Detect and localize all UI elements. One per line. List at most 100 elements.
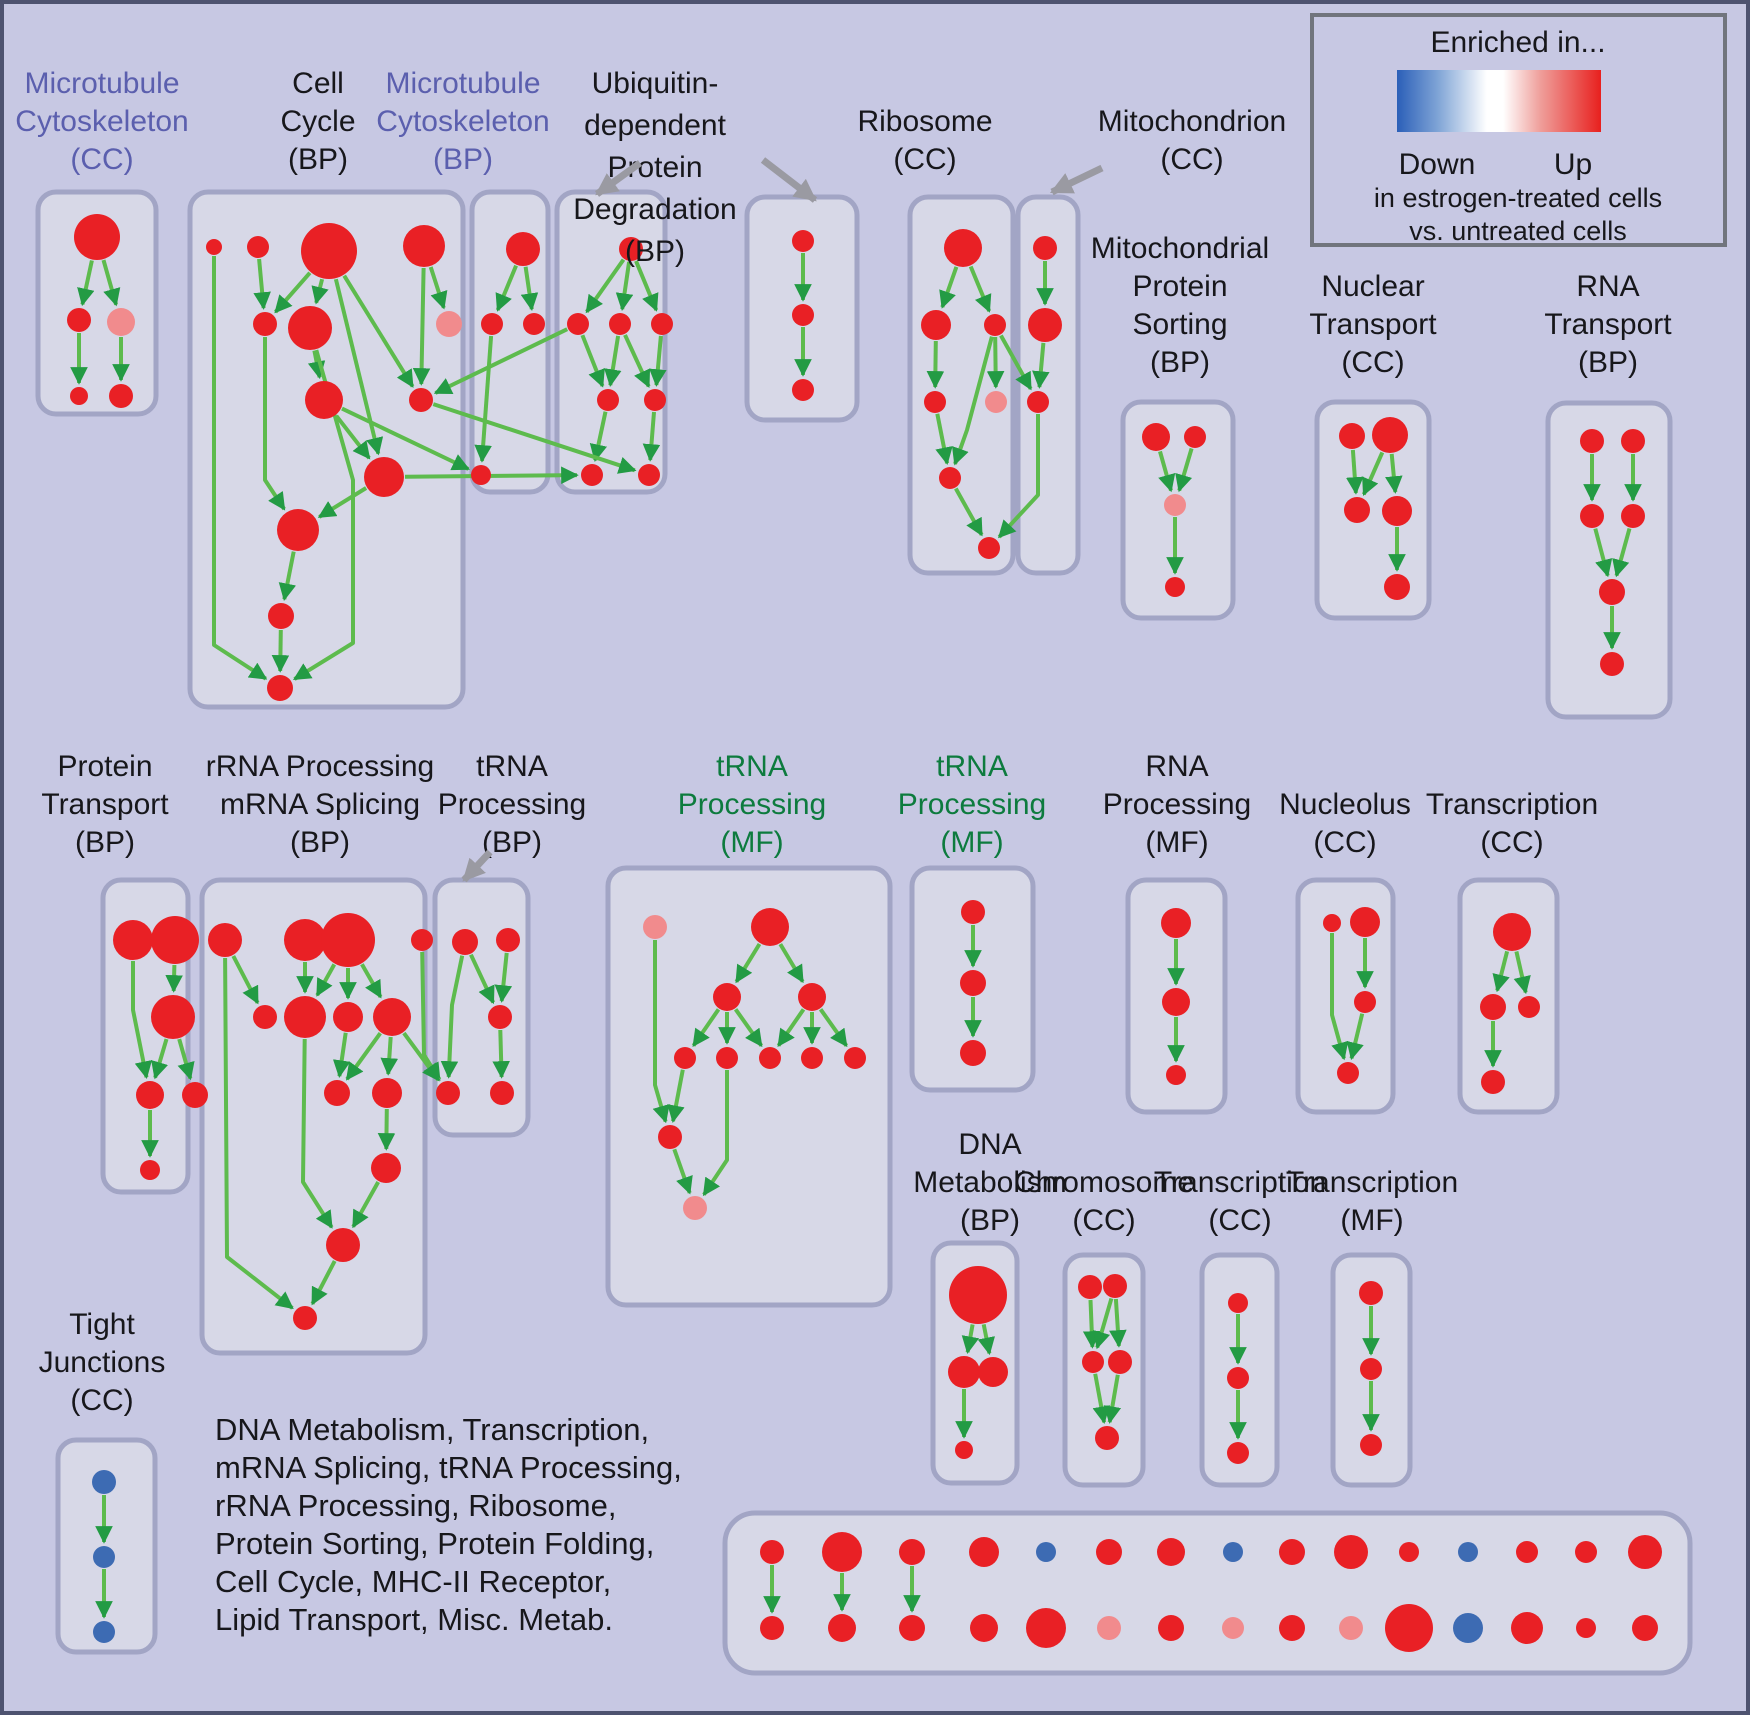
go-term-node: [1621, 429, 1645, 453]
go-term-node: [74, 214, 120, 260]
go-term-node: [939, 467, 961, 489]
enrichment-edge: [177, 1038, 195, 1081]
go-term-node: [206, 239, 222, 255]
ribosome-cc-label: (CC): [893, 143, 956, 176]
go-term-node: [1339, 1616, 1363, 1640]
go-term-node: [1157, 1538, 1185, 1566]
go-term-node: [1458, 1542, 1478, 1562]
enrichment-edge: [604, 335, 622, 387]
trna-mf-large-label: tRNA: [716, 750, 788, 783]
enrichment-edge: [1330, 933, 1349, 1061]
go-term-node: [1334, 1535, 1368, 1569]
go-term-node: [567, 313, 589, 335]
enrichment-edge: [1513, 951, 1531, 995]
go-term-node: [1028, 308, 1062, 342]
go-term-node: [452, 929, 478, 955]
protein-transport-label: (BP): [75, 826, 135, 859]
go-term-node: [1518, 996, 1540, 1018]
go-term-node: [140, 1160, 160, 1180]
rna-transport-label: Transport: [1544, 308, 1672, 341]
transcription-cc-low-label: Transcription: [1154, 1166, 1326, 1199]
go-term-node: [1354, 991, 1376, 1013]
go-term-node: [961, 900, 985, 924]
rna-processing-label: RNA: [1145, 750, 1208, 783]
enrichment-edge: [926, 340, 945, 389]
enrichment-edge: [702, 1070, 729, 1197]
go-term-node: [136, 1081, 164, 1109]
transcription-cc-low-label: (CC): [1208, 1204, 1271, 1237]
go-term-node: [1323, 914, 1341, 932]
go-term-node: [333, 1002, 363, 1032]
enrichment-edge: [494, 952, 513, 1003]
microtubule-cytoskeleton-bp-label: Microtubule: [385, 67, 540, 100]
enrichment-edge: [253, 258, 271, 310]
go-term-node: [801, 1047, 823, 1069]
enrichment-edge: [360, 963, 383, 999]
go-term-node: [658, 1125, 682, 1149]
go-term-node: [364, 457, 404, 497]
go-term-node: [792, 304, 814, 326]
go-term-node: [321, 913, 375, 967]
enrichment-edge: [778, 943, 805, 984]
go-term-node: [301, 223, 357, 279]
enrichment-edge: [1032, 342, 1050, 389]
microtubule-cytoskeleton-cc-label: Microtubule: [24, 67, 179, 100]
enrichment-edge: [939, 266, 959, 309]
enrichment-edge: [961, 1324, 980, 1355]
go-term-node: [1493, 913, 1531, 951]
nuclear-transport-label: Transport: [1309, 308, 1437, 341]
go-term-node: [1350, 907, 1380, 937]
go-term-node: [944, 229, 982, 267]
legend-down-label: Down: [1399, 148, 1476, 181]
go-term-node: [1165, 577, 1185, 597]
go-term-node: [984, 314, 1006, 336]
enrichment-edge: [977, 1324, 995, 1356]
go-term-node: [247, 236, 269, 258]
go-term-node: [1575, 1541, 1597, 1563]
go-term-node: [490, 1081, 514, 1105]
enrichment-edge: [1093, 1297, 1114, 1350]
rna-transport-label: RNA: [1576, 270, 1639, 303]
go-term-node: [822, 1532, 862, 1572]
dna-metabolism-label: DNA: [958, 1128, 1021, 1161]
go-term-node: [1158, 1615, 1184, 1641]
enrichment-edge: [131, 961, 153, 1080]
cluster-box-microtubule-cytoskeleton-cc: [35, 189, 159, 417]
go-term-node: [1453, 1613, 1483, 1643]
enrichment-edge: [589, 411, 608, 463]
go-term-node: [371, 1153, 401, 1183]
go-term-node: [411, 929, 433, 951]
cell-cycle-bp-label: Cycle: [280, 105, 355, 138]
go-term-node: [113, 920, 153, 960]
nuclear-transport-label: (CC): [1341, 346, 1404, 379]
enrichment-edge: [691, 1008, 721, 1048]
go-term-node: [955, 1441, 973, 1459]
enrichment-edge: [342, 274, 415, 388]
enrichment-edge: [968, 265, 992, 313]
tight-junctions-label: Junctions: [39, 1346, 166, 1379]
cluster-box-tight-junctions-cc: [55, 1437, 158, 1655]
enrichment-edge: [615, 261, 634, 311]
trna-mf-large-label: Processing: [678, 788, 826, 821]
go-term-node: [151, 995, 195, 1039]
go-term-node: [1164, 494, 1186, 516]
go-term-node: [1095, 1426, 1119, 1450]
go-term-node: [1360, 1434, 1382, 1456]
go-term-node: [1223, 1542, 1243, 1562]
go-term-node: [305, 381, 343, 419]
go-term-node: [924, 391, 946, 413]
enrichment-edge: [492, 1029, 510, 1079]
go-term-node: [760, 1540, 784, 1564]
go-term-node: [208, 923, 242, 957]
cell-cycle-bp-label: (BP): [288, 143, 348, 176]
go-term-node: [798, 983, 826, 1011]
ubiquitin-label: Degradation: [573, 193, 736, 226]
go-term-node: [67, 308, 91, 332]
go-term-node: [1628, 1535, 1662, 1569]
footnote-line: Protein Sorting, Protein Folding,: [215, 1526, 654, 1561]
ribosome-cc-label: Ribosome: [857, 105, 992, 138]
go-term-node: [1339, 423, 1365, 449]
microtubule-cytoskeleton-cc-label: (CC): [70, 143, 133, 176]
cross-cluster-edge: [433, 327, 569, 395]
enrichment-edge: [1109, 1298, 1127, 1348]
